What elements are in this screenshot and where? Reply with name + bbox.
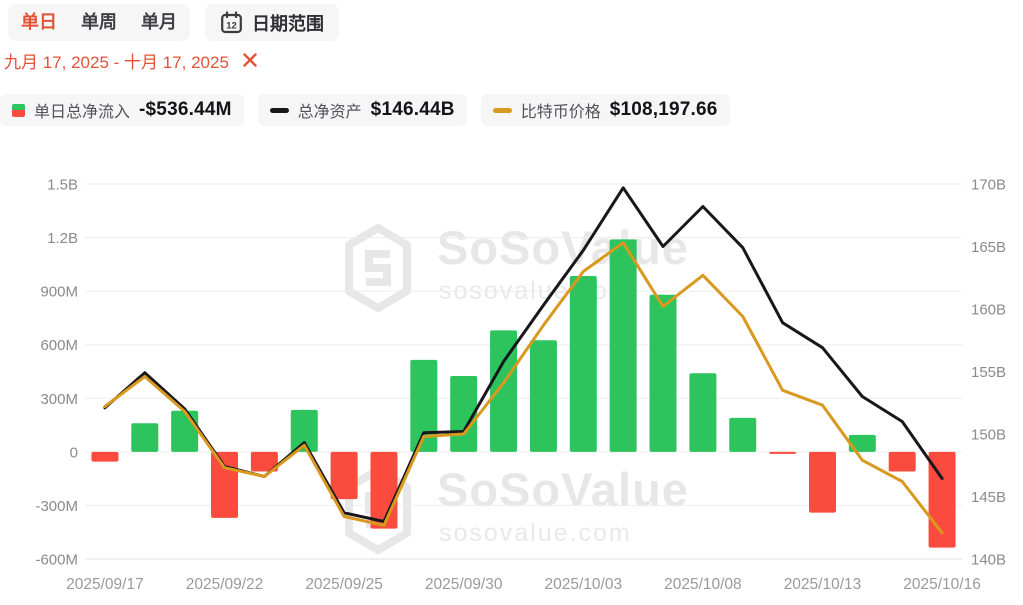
legend-label: 比特币价格: [520, 104, 601, 121]
left-axis-tick-label: 0: [70, 444, 78, 461]
x-axis-tick-label: 2025/09/30: [425, 576, 503, 593]
inflow-bar-2025/09/22[interactable]: [211, 451, 239, 518]
inflow-bar-2025/09/24[interactable]: [290, 409, 318, 452]
legend-value: $108,197.66: [609, 99, 718, 120]
x-axis-tick-label: 2025/10/08: [664, 576, 742, 593]
inflow-bar-2025/09/26[interactable]: [370, 451, 398, 529]
right-axis-tick-label: 165B: [971, 239, 1006, 256]
inflow-bar-2025/10/08[interactable]: [689, 373, 717, 452]
svg-text:12: 12: [226, 21, 237, 32]
inflow-bar-2025/10/02[interactable]: [529, 340, 557, 452]
inflow-bar-2025/09/23[interactable]: [250, 451, 278, 472]
tab-weekly[interactable]: 单周: [81, 12, 117, 32]
right-axis-tick-label: 155B: [971, 364, 1006, 381]
net-inflow-marker-icon: [12, 103, 25, 117]
close-icon[interactable]: [242, 52, 258, 68]
inflow-bar-2025/10/10[interactable]: [769, 451, 797, 454]
inflow-bar-2025/09/18[interactable]: [131, 423, 159, 452]
left-axis-tick-label: 1.2B: [47, 230, 78, 247]
left-axis-tick-label: 300M: [40, 391, 78, 408]
inflow-bar-2025/09/25[interactable]: [330, 451, 358, 500]
date-range-button-label: 日期范围: [252, 13, 324, 34]
inflow-bar-2025/09/29[interactable]: [410, 359, 438, 452]
legend-value: $146.44B: [370, 99, 455, 120]
calendar-icon: 12: [220, 11, 243, 34]
selected-date-range-text: 九月 17, 2025 - 十月 17, 2025: [4, 52, 229, 72]
inflow-bar-2025/10/06[interactable]: [609, 239, 637, 452]
legend-label: 总净资产: [297, 104, 362, 121]
selected-date-range: 九月 17, 2025 - 十月 17, 2025: [4, 48, 258, 72]
x-axis-tick-label: 2025/10/16: [903, 576, 981, 593]
right-axis-tick-label: 145B: [971, 489, 1006, 506]
inflow-bar-2025/10/15[interactable]: [888, 451, 916, 472]
tab-daily[interactable]: 单日: [21, 12, 57, 32]
legend-label: 单日总净流入: [34, 104, 131, 121]
tab-monthly[interactable]: 单月: [141, 12, 177, 32]
chart-legend: 单日总净流入 -$536.44M 总净资产 $146.44B 比特币价格 $10…: [0, 94, 730, 126]
x-axis-tick-label: 2025/09/22: [186, 576, 264, 593]
left-axis-tick-label: -300M: [35, 498, 78, 515]
inflow-bar-2025/10/01[interactable]: [490, 330, 518, 452]
left-axis-tick-label: 600M: [40, 337, 78, 354]
inflow-bar-2025/10/09[interactable]: [729, 417, 757, 452]
date-range-button[interactable]: 12 日期范围: [205, 4, 339, 41]
inflow-bar-2025/10/13[interactable]: [808, 451, 836, 513]
right-axis-tick-label: 150B: [971, 427, 1006, 444]
legend-value: -$536.44M: [139, 99, 232, 120]
inflow-bar-2025/09/19[interactable]: [171, 410, 199, 452]
period-tab-group: 单日 单周 单月: [8, 4, 190, 41]
x-axis-tick-label: 2025/10/03: [545, 576, 623, 593]
right-axis-tick-label: 140B: [971, 552, 1006, 569]
inflow-bar-2025/10/03[interactable]: [569, 275, 597, 452]
legend-item-btc-price[interactable]: 比特币价格 $108,197.66: [480, 94, 730, 126]
inflow-bar-2025/10/14[interactable]: [848, 434, 876, 452]
left-axis-tick-label: 900M: [40, 284, 78, 301]
right-axis-tick-label: 160B: [971, 302, 1006, 319]
x-axis-tick-label: 2025/09/17: [66, 576, 144, 593]
btc-price-marker-icon: [492, 107, 512, 113]
left-axis-tick-label: -600M: [35, 552, 78, 569]
net-assets-marker-icon: [269, 107, 289, 113]
right-axis-tick-label: 170B: [971, 177, 1006, 194]
x-axis-tick-label: 2025/09/25: [305, 576, 383, 593]
left-axis-tick-label: 1.5B: [47, 177, 78, 194]
x-axis-tick-label: 2025/10/13: [784, 576, 862, 593]
btc-price-line: [103, 241, 944, 535]
legend-item-net-inflow[interactable]: 单日总净流入 -$536.44M: [0, 94, 244, 126]
inflow-bar-2025/09/17[interactable]: [91, 451, 119, 462]
inflow-bar-2025/10/07[interactable]: [649, 294, 677, 452]
legend-item-total-net-assets[interactable]: 总净资产 $146.44B: [257, 94, 467, 126]
